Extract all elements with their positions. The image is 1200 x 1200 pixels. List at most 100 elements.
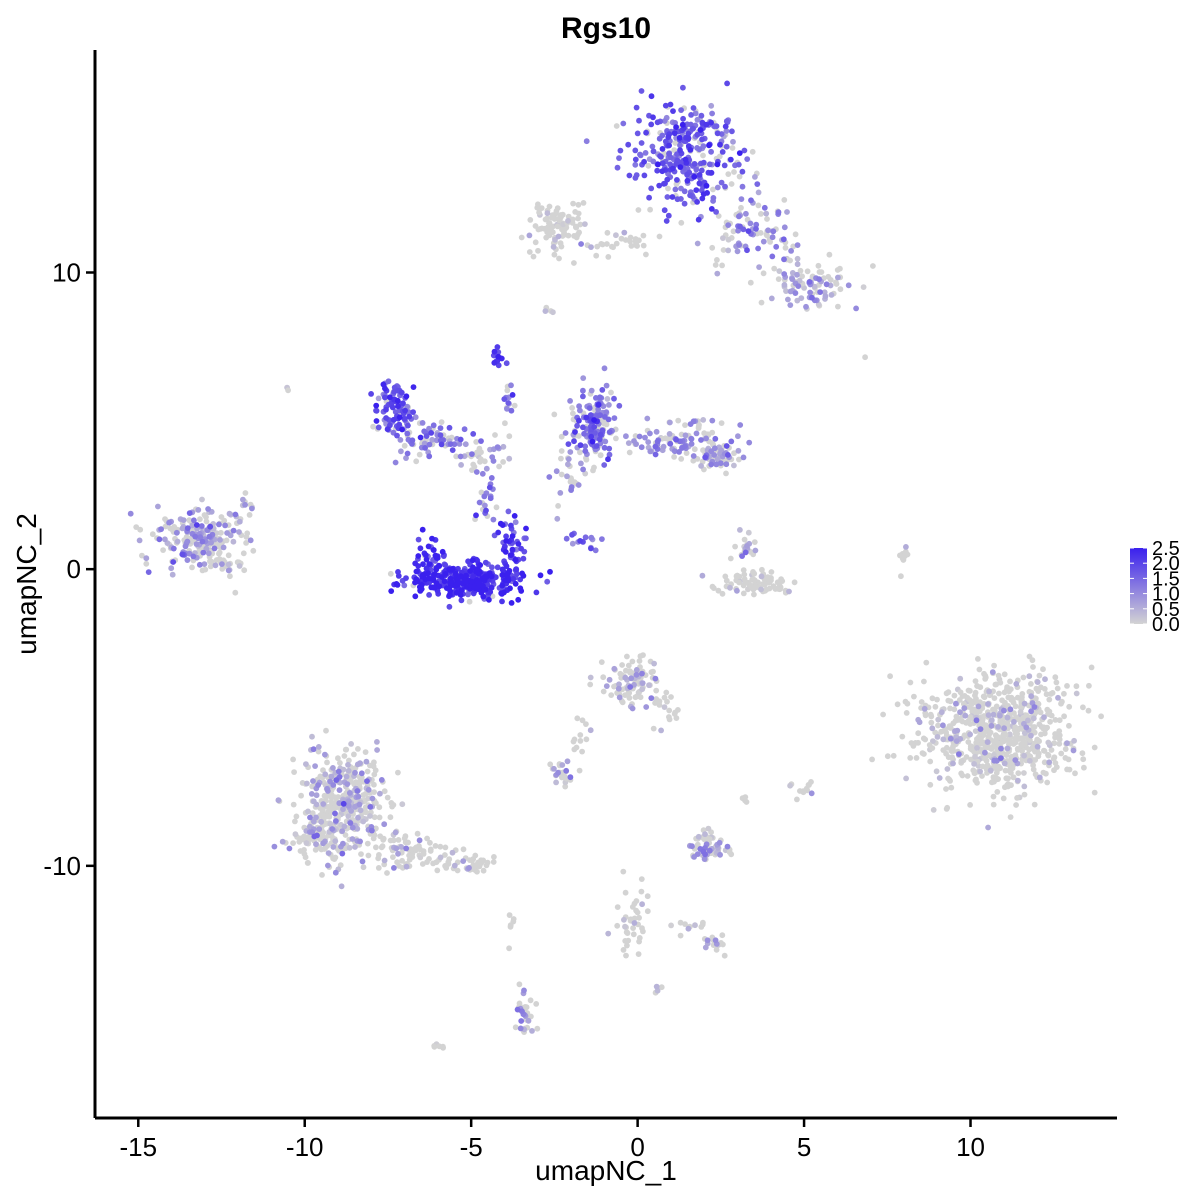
cell-point	[959, 772, 966, 779]
cell-point	[808, 790, 815, 797]
cell-point	[582, 443, 589, 450]
cell-point	[488, 475, 495, 481]
cell-point	[811, 283, 818, 290]
cell-point	[648, 93, 655, 100]
cell-point	[1098, 713, 1104, 720]
cell-point	[550, 244, 557, 250]
cell-point	[246, 512, 253, 518]
cell-point	[987, 767, 994, 774]
cell-point	[685, 925, 692, 932]
cell-point	[775, 209, 782, 216]
cell-point	[639, 680, 646, 686]
cell-point	[695, 423, 702, 430]
cell-point	[703, 435, 709, 442]
cell-point	[725, 222, 732, 229]
cell-point	[472, 852, 479, 859]
cell-point	[303, 834, 310, 841]
cell-point	[162, 516, 168, 522]
cell-point	[599, 241, 606, 248]
cell-point	[698, 112, 705, 119]
cell-point	[409, 437, 416, 444]
legend-tick-label: 0.5	[1152, 599, 1180, 621]
cell-point	[664, 698, 670, 705]
cell-point	[610, 244, 616, 251]
cell-point	[731, 450, 737, 457]
cell-point	[469, 557, 476, 564]
cell-point	[482, 502, 488, 509]
cell-point	[569, 219, 576, 226]
cell-point	[447, 575, 454, 582]
cell-point	[490, 859, 497, 865]
cell-point	[1002, 767, 1009, 774]
cell-point	[678, 219, 685, 226]
cell-point	[880, 711, 886, 718]
cell-point	[441, 578, 448, 585]
cell-point	[993, 681, 1000, 688]
cell-point	[1056, 728, 1063, 734]
cell-point	[726, 849, 733, 856]
cell-point	[328, 798, 335, 805]
cell-point	[418, 586, 425, 592]
cell-point	[739, 183, 746, 190]
cell-point	[512, 556, 519, 563]
cell-point	[342, 832, 349, 838]
cell-point	[244, 530, 251, 537]
cell-point	[565, 217, 571, 224]
cell-point	[554, 223, 561, 230]
cell-point	[1008, 739, 1014, 745]
cell-point	[736, 242, 743, 248]
cell-point	[693, 166, 700, 173]
cell-point	[291, 769, 297, 775]
cell-point	[722, 123, 729, 130]
cell-point	[241, 567, 248, 574]
legend-tick-label: 2.0	[1152, 553, 1180, 575]
cell-point	[725, 171, 732, 178]
cell-point	[700, 159, 707, 166]
cell-point	[376, 814, 383, 821]
cell-point	[189, 522, 196, 529]
cell-point	[547, 568, 553, 575]
cell-point	[606, 429, 613, 435]
cell-point	[523, 1004, 530, 1011]
cell-point	[862, 354, 868, 361]
cell-point	[1010, 696, 1016, 703]
cell-point	[688, 436, 695, 442]
cell-point	[985, 701, 991, 707]
cell-point	[948, 784, 955, 791]
cell-point	[169, 571, 176, 578]
cell-point	[309, 733, 315, 740]
cell-point	[292, 831, 299, 838]
cell-point	[449, 566, 456, 572]
cell-point	[381, 788, 388, 795]
cell-point	[423, 565, 430, 572]
cell-point	[752, 547, 759, 554]
cell-point	[168, 565, 175, 572]
cell-point	[503, 538, 510, 544]
cell-point	[535, 226, 542, 233]
cell-point	[500, 459, 506, 465]
cell-point	[580, 387, 586, 394]
cell-point	[689, 843, 695, 850]
cell-point	[290, 756, 296, 763]
cell-point	[606, 451, 613, 458]
cell-point	[186, 510, 193, 516]
cell-point	[1004, 721, 1011, 727]
cell-point	[329, 826, 336, 832]
cell-point	[677, 919, 684, 926]
cell-point	[403, 863, 410, 870]
cell-point	[632, 147, 639, 154]
cell-point	[384, 870, 390, 876]
cell-point	[961, 705, 968, 712]
cell-point	[717, 851, 723, 858]
cell-point	[897, 552, 903, 559]
cell-point	[325, 850, 332, 856]
cell-point	[911, 693, 917, 700]
cell-point	[722, 183, 728, 190]
cell-point	[505, 508, 512, 515]
cell-point	[656, 182, 663, 189]
cell-point	[725, 452, 731, 458]
cell-point	[1028, 708, 1034, 715]
cell-point	[711, 445, 718, 452]
cell-point	[710, 195, 717, 201]
cell-point	[947, 735, 954, 742]
